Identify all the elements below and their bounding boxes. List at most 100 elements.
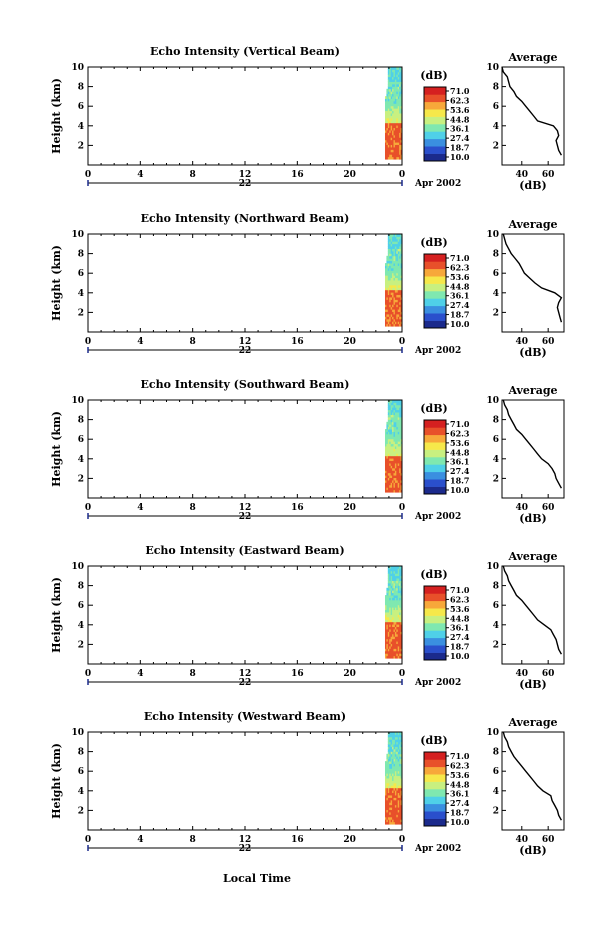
heatmap-cell xyxy=(394,412,397,415)
heatmap-cell xyxy=(387,98,390,102)
colorbar-tick-label: 18.7 xyxy=(450,642,469,652)
heatmap-cell xyxy=(386,629,389,632)
heatmap-cell xyxy=(390,816,393,820)
heatmap-cell xyxy=(390,475,393,479)
heatmap-cell xyxy=(389,568,392,572)
heatmap-cell xyxy=(396,599,399,603)
heatmap-cell xyxy=(396,79,399,82)
heatmap-cell xyxy=(394,433,397,437)
heatmap-cell xyxy=(386,139,389,143)
heatmap-cell xyxy=(400,414,403,418)
heatmap-cell xyxy=(387,746,390,750)
profile-line xyxy=(502,399,563,489)
heatmap-cell xyxy=(396,299,399,303)
heatmap-cell xyxy=(396,91,399,95)
heatmap-cell xyxy=(394,616,397,620)
heatmap-cell xyxy=(400,612,403,615)
heatmap-cell xyxy=(389,612,392,615)
heatmap-cell xyxy=(394,448,397,452)
heatmap-cell xyxy=(390,263,393,266)
heatmap-cell xyxy=(389,765,392,769)
heatmap-cell xyxy=(392,431,394,435)
colorbar-tick-label: 71.0 xyxy=(450,419,470,429)
heatmap-cell xyxy=(400,482,403,486)
heatmap-cell xyxy=(387,414,390,418)
heatmap-cell xyxy=(386,590,389,594)
heatmap-cell xyxy=(396,86,399,90)
heatmap-cell xyxy=(386,309,389,313)
heatmap-cell xyxy=(392,71,394,75)
heatmap-cell xyxy=(392,255,394,259)
heatmap-cell xyxy=(392,151,394,155)
heatmap-cell xyxy=(397,248,400,252)
colorbar-frame xyxy=(423,585,447,661)
heatmap-cell xyxy=(393,294,396,298)
heatmap-cell xyxy=(392,414,394,418)
heatmap-cell xyxy=(386,151,389,155)
heatmap-cell xyxy=(399,253,401,257)
heatmap-cell xyxy=(387,792,390,796)
heatmap-cell xyxy=(387,582,390,586)
heatmap-cell xyxy=(394,76,397,80)
heatmap-cell xyxy=(397,597,400,601)
heatmap-cell xyxy=(386,475,389,479)
heatmap-cell xyxy=(400,297,403,300)
heatmap-cell xyxy=(392,438,394,442)
heatmap-cell xyxy=(387,816,390,820)
heatmap-cell xyxy=(384,626,387,630)
heatmap-cell xyxy=(397,732,400,735)
heatmap-cell xyxy=(390,426,393,430)
heatmap-cell xyxy=(392,578,394,581)
heatmap-cell xyxy=(384,265,387,269)
heatmap-cell xyxy=(399,137,401,141)
heatmap-cell xyxy=(386,304,389,308)
colorbar-tick-label: 36.1 xyxy=(450,789,469,799)
heatmap-cell xyxy=(389,74,392,78)
profile-title: Average xyxy=(507,218,557,231)
heatmap-cell xyxy=(394,626,397,630)
colorbar-tick-label: 36.1 xyxy=(450,623,469,633)
heatmap-cell xyxy=(397,74,400,78)
heatmap-cell xyxy=(396,477,399,481)
heatmap-cell xyxy=(389,414,392,418)
heatmap-cell xyxy=(386,614,389,618)
heatmap-cell xyxy=(394,122,397,126)
heatmap-cell xyxy=(392,144,394,148)
heatmap-cell xyxy=(386,477,389,481)
heatmap-cell xyxy=(389,438,392,442)
colorbar-swatch xyxy=(424,434,446,443)
heatmap-cell xyxy=(399,626,401,630)
heatmap-cell xyxy=(393,775,396,779)
heatmap-cell xyxy=(386,609,389,613)
heatmap-cell xyxy=(397,69,400,73)
heatmap-cell xyxy=(399,785,401,789)
heatmap-cell xyxy=(392,443,394,447)
heatmap-cell xyxy=(397,156,400,160)
heatmap-cell xyxy=(386,765,389,769)
heatmap-cell xyxy=(396,74,399,78)
heatmap-cell xyxy=(397,246,400,249)
heatmap-cell xyxy=(386,100,389,104)
heatmap-cell xyxy=(400,282,403,286)
heatmap-cell xyxy=(399,314,401,317)
heatmap-cell xyxy=(389,448,392,452)
heatmap-cell xyxy=(392,448,394,452)
heatmap-cell xyxy=(393,460,396,464)
heatmap-cell xyxy=(393,758,396,762)
heatmap-cell xyxy=(387,105,390,109)
heatmap-cell xyxy=(394,74,397,78)
profile-y-tick-label: 4 xyxy=(493,289,499,299)
heatmap-cell xyxy=(393,761,396,764)
x-tick-label: 0 xyxy=(399,835,405,845)
heatmap-cell xyxy=(392,127,394,131)
heatmap-cell xyxy=(390,412,393,415)
heatmap-cell xyxy=(384,311,387,315)
heatmap-cell xyxy=(399,93,401,97)
heatmap-cell xyxy=(384,429,387,432)
heatmap-cell xyxy=(400,127,403,131)
heatmap-cell xyxy=(387,76,390,80)
heatmap-cell xyxy=(393,304,396,308)
heatmap-cell xyxy=(390,480,393,483)
heatmap-cell xyxy=(396,638,399,642)
heatmap-cell xyxy=(384,482,387,486)
